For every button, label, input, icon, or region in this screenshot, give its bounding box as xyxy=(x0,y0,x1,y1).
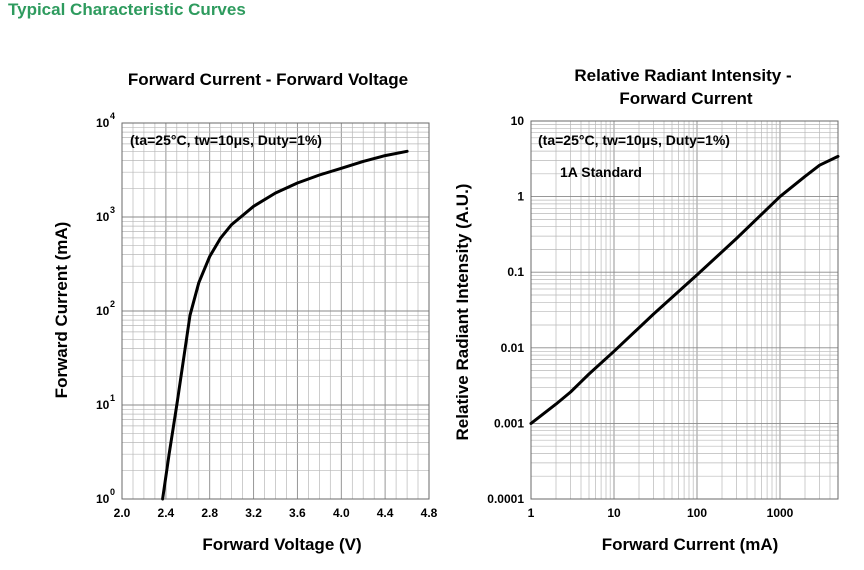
x-tick-labels: 1 10 100 1000 xyxy=(528,506,794,520)
relative-intensity-curve xyxy=(529,154,840,425)
chart-title-line1: Relative Radiant Intensity - xyxy=(574,66,791,85)
y-tick-label: 10 xyxy=(96,492,110,506)
y-axis-label: Forward Current (mA) xyxy=(52,222,71,399)
y-tick-label: 1 xyxy=(517,190,524,204)
x-tick-label: 1 xyxy=(528,506,535,520)
x-tick-label: 2.0 xyxy=(114,506,131,520)
y-tick-exponent: 3 xyxy=(110,205,115,215)
x-tick-label: 2.4 xyxy=(158,506,175,520)
x-tick-label: 3.2 xyxy=(245,506,262,520)
x-axis-label: Forward Voltage (V) xyxy=(202,535,361,554)
conditions-annotation: (ta=25°C, tw=10μs, Duty=1%) xyxy=(130,132,322,148)
forward-current-curve xyxy=(161,149,409,501)
chart-relative-intensity-current: Relative Radiant Intensity - Forward Cur… xyxy=(453,66,840,554)
chart-forward-current-voltage: Forward Current - Forward Voltage (ta=25… xyxy=(52,70,438,554)
plot-frame xyxy=(121,122,430,500)
y-tick-exponent: 0 xyxy=(110,487,115,497)
y-tick-label: 10 xyxy=(96,304,110,318)
x-tick-label: 4.0 xyxy=(333,506,350,520)
chart-title-line2: Forward Current xyxy=(619,89,753,108)
x-axis-label: Forward Current (mA) xyxy=(602,535,779,554)
y-tick-label: 0.0001 xyxy=(487,492,524,506)
y-tick-label: 0.001 xyxy=(494,416,524,430)
y-axis-label: Relative Radiant Intensity (A.U.) xyxy=(453,184,472,441)
chart-title: Forward Current - Forward Voltage xyxy=(128,70,408,89)
y-tick-labels: 0.0001 0.001 0.01 0.1 1 10 xyxy=(487,114,524,506)
x-tick-label: 100 xyxy=(687,506,707,520)
conditions-annotation: (ta=25°C, tw=10μs, Duty=1%) xyxy=(538,132,730,148)
y-tick-exponent: 4 xyxy=(110,111,115,121)
standard-annotation: 1A Standard xyxy=(560,164,642,180)
chart-grid xyxy=(121,123,430,500)
y-tick-label: 10 xyxy=(511,114,525,128)
page-heading: Typical Characteristic Curves xyxy=(8,0,246,19)
x-tick-label: 4.8 xyxy=(421,506,438,520)
x-tick-label: 3.6 xyxy=(289,506,306,520)
y-tick-label: 10 xyxy=(96,210,110,224)
x-tick-label: 10 xyxy=(607,506,621,520)
y-tick-label: 10 xyxy=(96,398,110,412)
y-tick-label: 0.1 xyxy=(507,265,524,279)
y-tick-exponent: 2 xyxy=(110,299,115,309)
x-tick-label: 2.8 xyxy=(201,506,218,520)
x-tick-labels: 2.0 2.4 2.8 3.2 3.6 4.0 4.4 4.8 xyxy=(114,506,438,520)
x-tick-label: 4.4 xyxy=(377,506,394,520)
x-tick-label: 1000 xyxy=(767,506,794,520)
y-tick-label: 10 xyxy=(96,116,110,130)
chart-grid xyxy=(530,121,839,500)
y-tick-exponent: 1 xyxy=(110,393,115,403)
plot-frame xyxy=(530,120,839,500)
y-tick-label: 0.01 xyxy=(501,341,525,355)
